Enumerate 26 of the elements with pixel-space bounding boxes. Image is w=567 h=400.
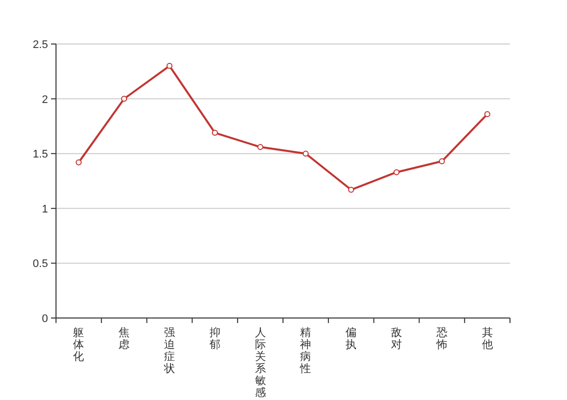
- y-tick-label: 2: [42, 94, 48, 106]
- x-tick-label: 恐怖: [435, 327, 448, 351]
- y-tick-label: 1.5: [32, 148, 48, 161]
- point: [394, 169, 400, 176]
- x-tick-label: 精神病性: [299, 327, 312, 375]
- point: [121, 96, 128, 102]
- y-tick-label: 0.5: [32, 258, 48, 270]
- y-tick-label: 0: [42, 313, 48, 325]
- point: [166, 62, 172, 69]
- x-tick-label: 偏执: [346, 327, 357, 351]
- y-tick-label: 2.5: [32, 39, 48, 51]
- point: [484, 111, 490, 118]
- point: [212, 130, 218, 136]
- point: [302, 150, 309, 157]
- x-tick-label: 其他: [482, 326, 493, 351]
- x-tick-label: 抑郁: [209, 327, 220, 351]
- y-tick-label: 1: [42, 203, 48, 216]
- x-tick-label: 强迫症状: [163, 327, 175, 375]
- point: [348, 186, 354, 193]
- x-tick-label: 人际关系敏感: [254, 327, 266, 399]
- point: [76, 159, 82, 166]
- x-tick-label: 敌对: [391, 327, 402, 351]
- point: [257, 144, 264, 150]
- x-tick-label: 躯体化: [73, 327, 84, 363]
- x-tick-label: 焦虑: [118, 327, 130, 351]
- point: [438, 158, 445, 164]
